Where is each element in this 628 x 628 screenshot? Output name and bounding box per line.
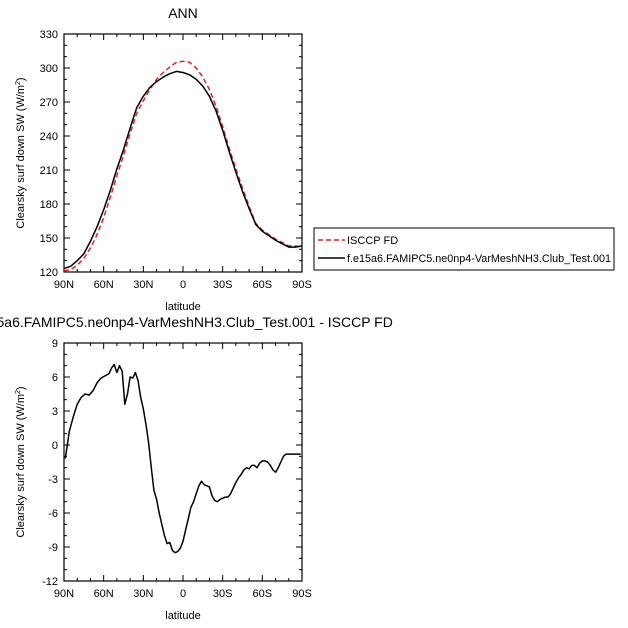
y-tick-label: -6	[48, 508, 58, 520]
x-tick-label: 60N	[94, 279, 114, 291]
legend: ISCCP FD f.e15a6.FAMIPC5.ne0np4-VarMeshN…	[313, 227, 615, 271]
series-lines	[63, 60, 303, 272]
chart-title: ANN	[168, 5, 198, 21]
y-tick-label: 210	[40, 165, 58, 177]
y-tick-label: 0	[52, 440, 58, 452]
y-tick-label: 300	[40, 63, 58, 75]
panel-difference: f.e15a6.FAMIPC5.ne0np4-VarMeshNH3.Club_T…	[0, 314, 393, 622]
x-tick-label: 60N	[94, 588, 114, 600]
y-tick-label: 330	[40, 29, 58, 41]
y-axis-label: Clearsky surf down SW (W/m2)	[15, 77, 27, 228]
x-tick-label: 60S	[253, 588, 273, 600]
legend-box	[313, 227, 615, 271]
series-lines	[64, 363, 301, 554]
legend-label-isccp: ISCCP FD	[347, 235, 398, 247]
y-tick-label: -9	[48, 542, 58, 554]
y-tick-label: -3	[48, 474, 58, 486]
y-axis-ticks: -12 -9 -6 -3 0 3 6 9	[42, 338, 302, 588]
x-tick-label: 30S	[213, 279, 233, 291]
x-tick-label: 30N	[133, 588, 153, 600]
x-tick-label: 90S	[292, 279, 312, 291]
x-tick-label: 0	[180, 588, 186, 600]
x-axis-label: latitude	[165, 301, 200, 313]
y-tick-label: 180	[40, 199, 58, 211]
x-axis-ticks: 90N 60N 30N 0 30S 60S 90S	[54, 34, 312, 291]
panel-annual-comparison: ANN 120 150 180 210 240 270 300 330 90N 60N 30N 0 3…	[15, 5, 312, 313]
x-tick-label: 30N	[133, 279, 153, 291]
x-axis-ticks: 90N 60N 30N 0 30S 60S 90S	[54, 343, 312, 600]
x-tick-label: 60S	[253, 279, 273, 291]
x-tick-label: 30S	[213, 588, 233, 600]
y-tick-label: 3	[52, 406, 58, 418]
x-tick-label: 0	[180, 279, 186, 291]
y-tick-label: 150	[40, 233, 58, 245]
y-tick-label: 9	[52, 338, 58, 350]
plot-frame	[63, 33, 303, 273]
y-axis-label: Clearsky surf down SW (W/m2)	[15, 386, 27, 537]
y-tick-label: 120	[40, 267, 58, 279]
y-tick-label: -12	[42, 576, 58, 588]
y-tick-label: 240	[40, 131, 58, 143]
x-tick-label: 90N	[54, 588, 74, 600]
y-axis-ticks: 120 150 180 210 240 270 300 330	[40, 29, 302, 279]
x-axis-label: latitude	[165, 610, 200, 622]
series-line-model	[63, 70, 303, 270]
legend-label-model: f.e15a6.FAMIPC5.ne0np4-VarMeshNH3.Club_T…	[347, 253, 611, 265]
y-tick-label: 6	[52, 372, 58, 384]
series-line-difference	[64, 363, 301, 554]
y-tick-label: 270	[40, 97, 58, 109]
x-tick-label: 90N	[54, 279, 74, 291]
series-line-isccp	[63, 60, 303, 272]
chart-title: f.e15a6.FAMIPC5.ne0np4-VarMeshNH3.Club_T…	[0, 314, 393, 330]
x-tick-label: 90S	[292, 588, 312, 600]
